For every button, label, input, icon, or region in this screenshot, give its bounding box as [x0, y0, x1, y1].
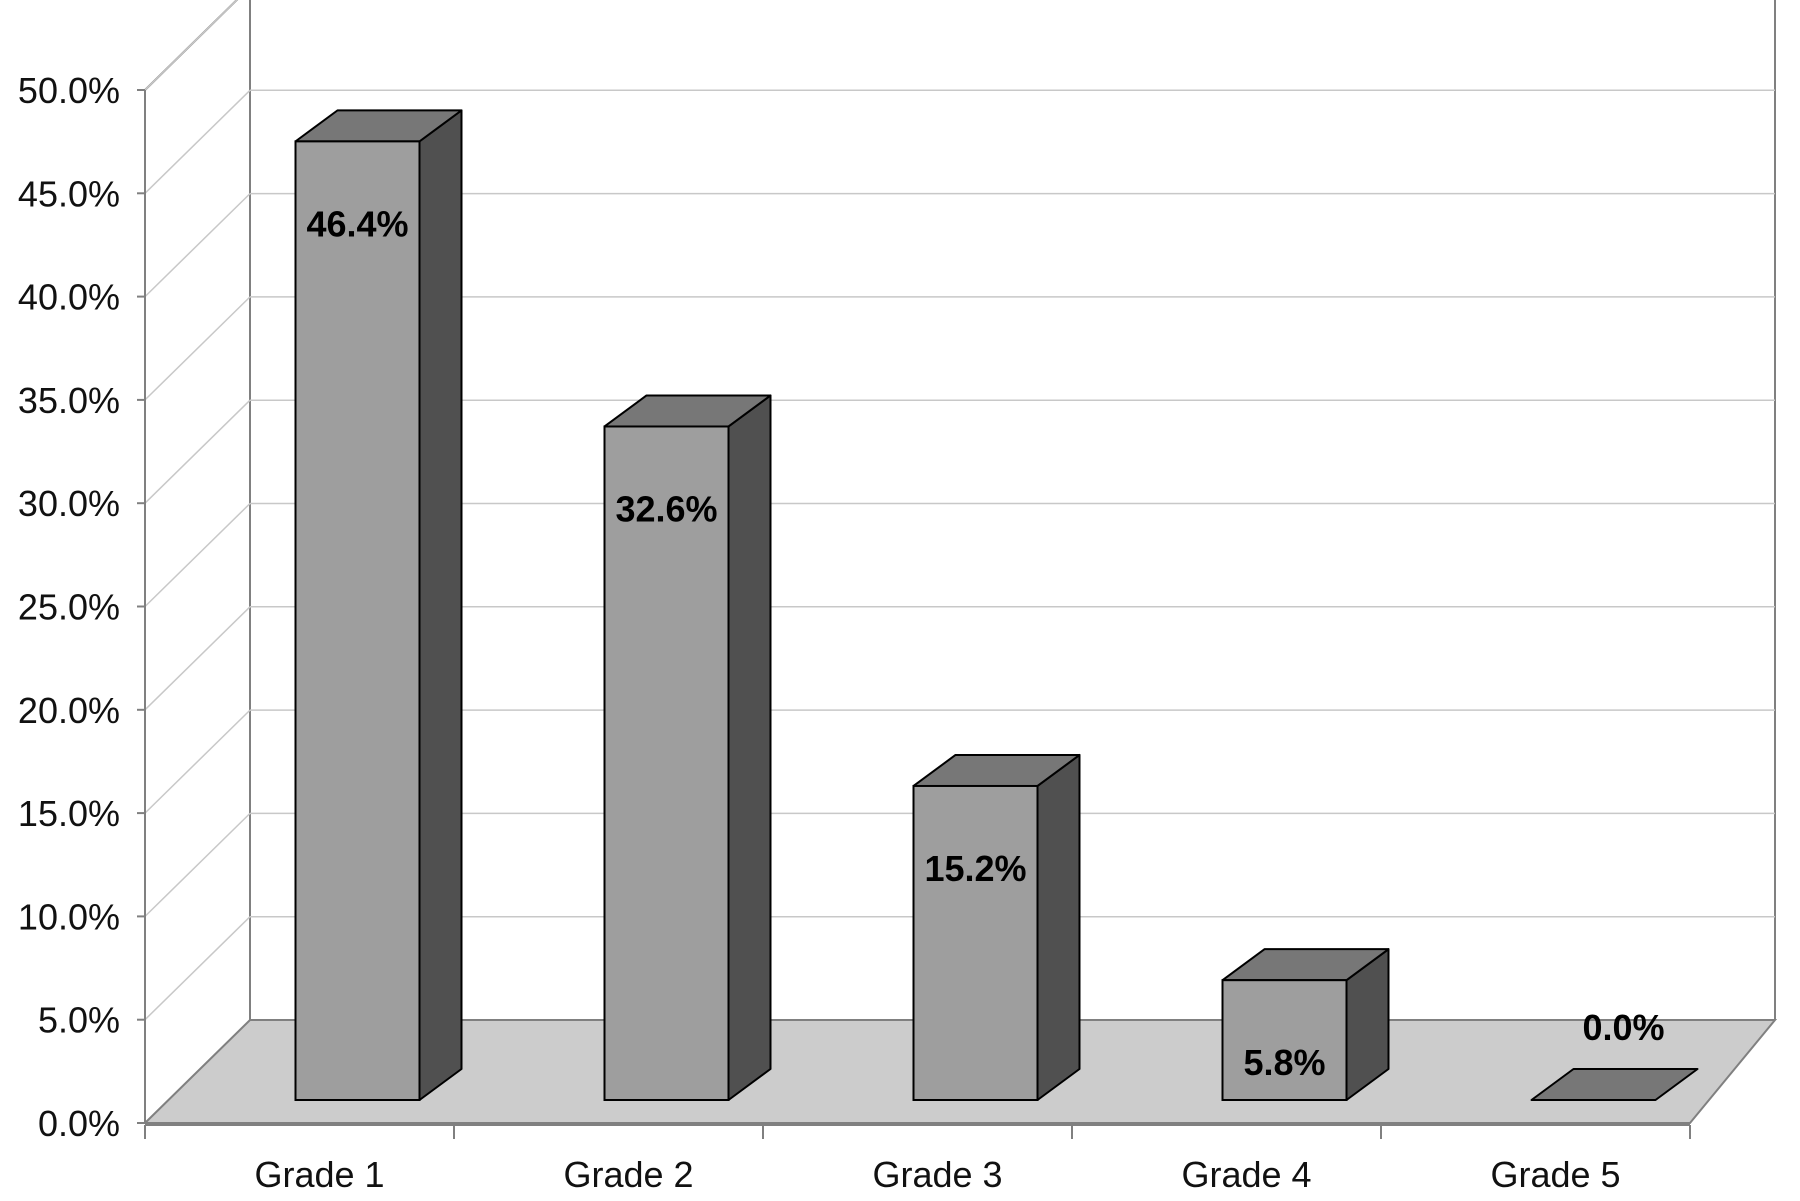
y-tick-label: 5.0% — [38, 1000, 120, 1041]
bar-front — [912, 784, 1039, 1102]
gridline-diagonal — [144, 0, 238, 91]
y-tick-label: 30.0% — [18, 483, 120, 524]
gridline-diagonal — [144, 812, 251, 917]
x-category-label: Grade 5 — [1490, 1154, 1620, 1195]
bar-side — [418, 109, 463, 1101]
gridline-diagonal — [144, 916, 251, 1021]
data-labels: 46.4% 32.6% 15.2% 5.8% 0.0% — [306, 203, 1664, 1083]
bar-front — [294, 140, 421, 1102]
gridline-diagonal — [144, 709, 251, 814]
axes — [137, 89, 1691, 1139]
bar-front — [603, 425, 730, 1101]
x-category-label: Grade 3 — [872, 1154, 1002, 1195]
data-label: 5.8% — [1243, 1042, 1325, 1083]
y-tick-label: 45.0% — [18, 173, 120, 214]
back-wall-top-edge — [144, 0, 239, 91]
data-label: 32.6% — [615, 488, 717, 529]
gridline-diagonal — [144, 502, 251, 608]
bar-side — [727, 394, 772, 1101]
y-tick-label: 0.0% — [38, 1103, 120, 1144]
gridline-diagonal — [144, 89, 251, 194]
y-axis-tick-labels: 0.0% 5.0% 10.0% 15.0% 20.0% 25.0% 30.0% 35.0% 40… — [18, 70, 120, 1144]
gridline-diagonal — [144, 399, 251, 504]
bar-top — [1530, 1068, 1699, 1101]
y-tick-label: 25.0% — [18, 587, 120, 628]
gridline-diagonal — [144, 296, 251, 401]
y-tick-label: 50.0% — [18, 70, 120, 111]
x-category-label: Grade 4 — [1181, 1154, 1311, 1195]
y-tick-label: 20.0% — [18, 690, 120, 731]
data-label: 46.4% — [306, 203, 408, 244]
y-tick-label: 40.0% — [18, 277, 120, 318]
y-tick-label: 15.0% — [18, 793, 120, 834]
bar-3 — [912, 753, 1081, 1102]
x-category-label: Grade 1 — [254, 1154, 384, 1195]
data-label: 15.2% — [924, 848, 1026, 889]
bar-4 — [1221, 948, 1390, 1101]
gridline-diagonal — [144, 606, 251, 711]
bar-front — [1221, 979, 1348, 1101]
bar-1 — [294, 109, 463, 1102]
x-category-label: Grade 2 — [563, 1154, 693, 1195]
gridline-diagonal — [144, 193, 251, 298]
y-tick-label: 10.0% — [18, 896, 120, 937]
gridlines — [144, 0, 1775, 1021]
data-label: 0.0% — [1582, 1007, 1664, 1048]
bars — [294, 109, 1699, 1102]
bar-5 — [1530, 1068, 1699, 1101]
bar-2 — [603, 394, 772, 1101]
x-axis-category-labels: Grade 1 Grade 2 Grade 3 Grade 4 Grade 5 — [254, 1154, 1620, 1195]
bar-side — [1036, 753, 1081, 1101]
y-tick-label: 35.0% — [18, 380, 120, 421]
